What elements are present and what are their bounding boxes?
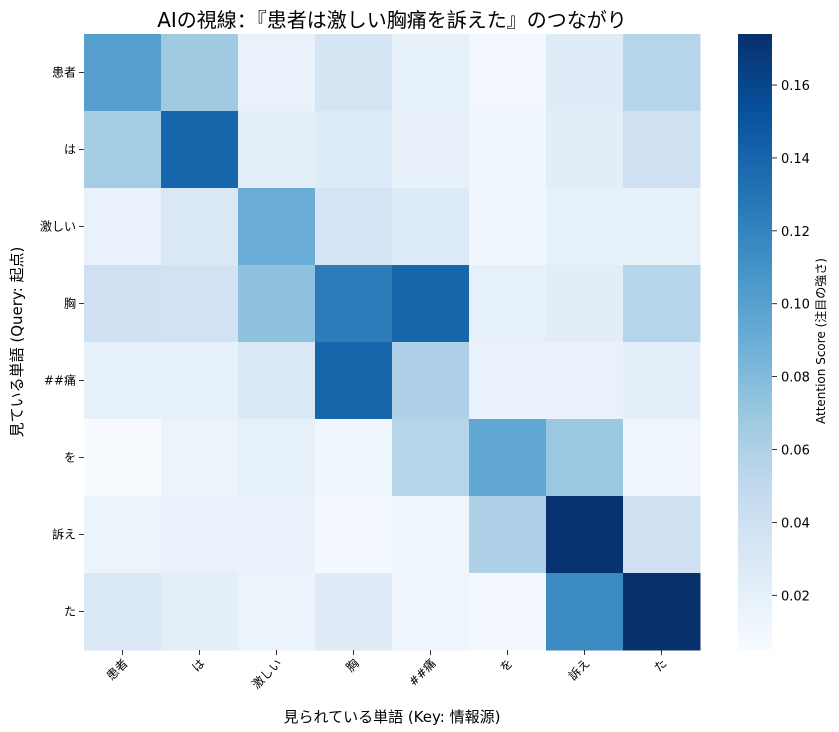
heatmap-cell [84,342,162,420]
colorbar-label: Attention Score (注目の強さ) [813,258,828,424]
colorbar-tick-label: 0.16 [781,79,810,94]
y-tick-label: ##痛 [44,373,76,388]
x-tick-label: 訴え [565,656,593,684]
x-tick-label: ##痛 [405,656,438,689]
heatmap-cell [546,265,624,343]
y-tick-label: は [64,143,76,157]
x-tick-label: 胸 [343,656,362,675]
heatmap-cell [546,496,624,574]
heatmap-cell [84,573,162,651]
heatmap-cell [315,111,393,189]
heatmap-cell [392,188,470,266]
heatmap-cell [315,265,393,343]
heatmap-cell [392,111,470,189]
heatmap-cell [161,34,239,112]
heatmap-cell [238,419,316,497]
colorbar-tick-label: 0.10 [781,298,810,313]
x-tick-labels: 患者 は 激しい 胸 ##痛 を 訴え た [104,650,670,692]
heatmap-cell [238,111,316,189]
heatmap-cell [84,496,162,574]
colorbar-gradient [738,34,772,650]
colorbar-tick-label: 0.04 [781,516,810,531]
y-tick-label: 患者 [52,66,76,80]
heatmap-cell [392,34,470,112]
heatmap-cell [623,573,701,651]
chart-title: AIの視線：『患者は激しい胸痛を訴えた』のつながり [157,8,627,32]
heatmap-cell [238,496,316,574]
heatmap-cell [469,573,547,651]
heatmap-cell [469,188,547,266]
x-tick-label: を [497,656,515,674]
heatmap-cell [238,265,316,343]
heatmap-cell [392,419,470,497]
heatmap-cell [623,342,701,420]
heatmap-cell [469,419,547,497]
heatmap-cell [315,496,393,574]
colorbar-tick-label: 0.14 [781,152,810,167]
heatmap-cell [546,111,624,189]
heatmap-cell [315,188,393,266]
y-tick-label: た [64,605,76,619]
x-tick-label: は [189,656,207,674]
heatmap-cell [84,419,162,497]
heatmap-cell [161,342,239,420]
heatmap-cell [392,342,470,420]
heatmap-cell [84,188,162,266]
heatmap-cell [238,188,316,266]
y-tick-label: 訴え [52,527,76,542]
y-tick-label: を [64,451,76,465]
heatmap-cell [161,265,239,343]
heatmap-cell [392,496,470,574]
colorbar-tick-label: 0.12 [781,225,810,240]
heatmap-cell [623,265,701,343]
heatmap-cell [161,111,239,189]
y-tick-label: 胸 [64,296,76,311]
heatmap-cell [84,111,162,189]
x-tick-label: 激しい [249,656,284,691]
heatmap-cell [469,111,547,189]
heatmap-cell [315,573,393,651]
colorbar: 0.02 0.04 0.06 0.08 0.10 0.12 0.14 0.16 [738,34,810,650]
heatmap-cell [84,265,162,343]
y-axis-label: 見ている単語 (Query: 起点) [8,247,26,438]
x-tick-label: 患者 [104,656,131,683]
heatmap-cell [392,265,470,343]
y-tick-labels: 患者は激しい胸 ##痛を訴えた [40,66,84,619]
heatmap-cell [392,573,470,651]
heatmap-cell [161,419,239,497]
colorbar-tick-label: 0.08 [781,371,810,386]
heatmap-cell [238,573,316,651]
heatmap-cell [623,34,701,112]
colorbar-tick-label: 0.06 [781,444,810,459]
x-axis-label: 見られている単語 (Key: 情報源) [284,708,501,726]
heatmap-cell [315,34,393,112]
heatmap-cell [469,496,547,574]
heatmap-cell [623,496,701,574]
x-tick-label: た [651,656,669,674]
heatmap-cell [469,342,547,420]
heatmap-cells [84,34,701,651]
heatmap-cell [546,342,624,420]
heatmap-cell [238,342,316,420]
y-tick-label: 激しい [40,220,76,234]
heatmap-cell [161,573,239,651]
heatmap-cell [546,573,624,651]
heatmap-cell [623,111,701,189]
heatmap-cell [315,342,393,420]
heatmap-cell [623,188,701,266]
heatmap-cell [238,34,316,112]
heatmap-cell [315,419,393,497]
heatmap-cell [623,419,701,497]
heatmap-cell [546,419,624,497]
heatmap-cell [469,265,547,343]
heatmap-cell [161,188,239,266]
heatmap-cell [546,188,624,266]
heatmap-cell [161,496,239,574]
heatmap-cell [84,34,162,112]
heatmap-cell [469,34,547,112]
colorbar-tick-label: 0.02 [781,589,810,604]
heatmap-cell [546,34,624,112]
